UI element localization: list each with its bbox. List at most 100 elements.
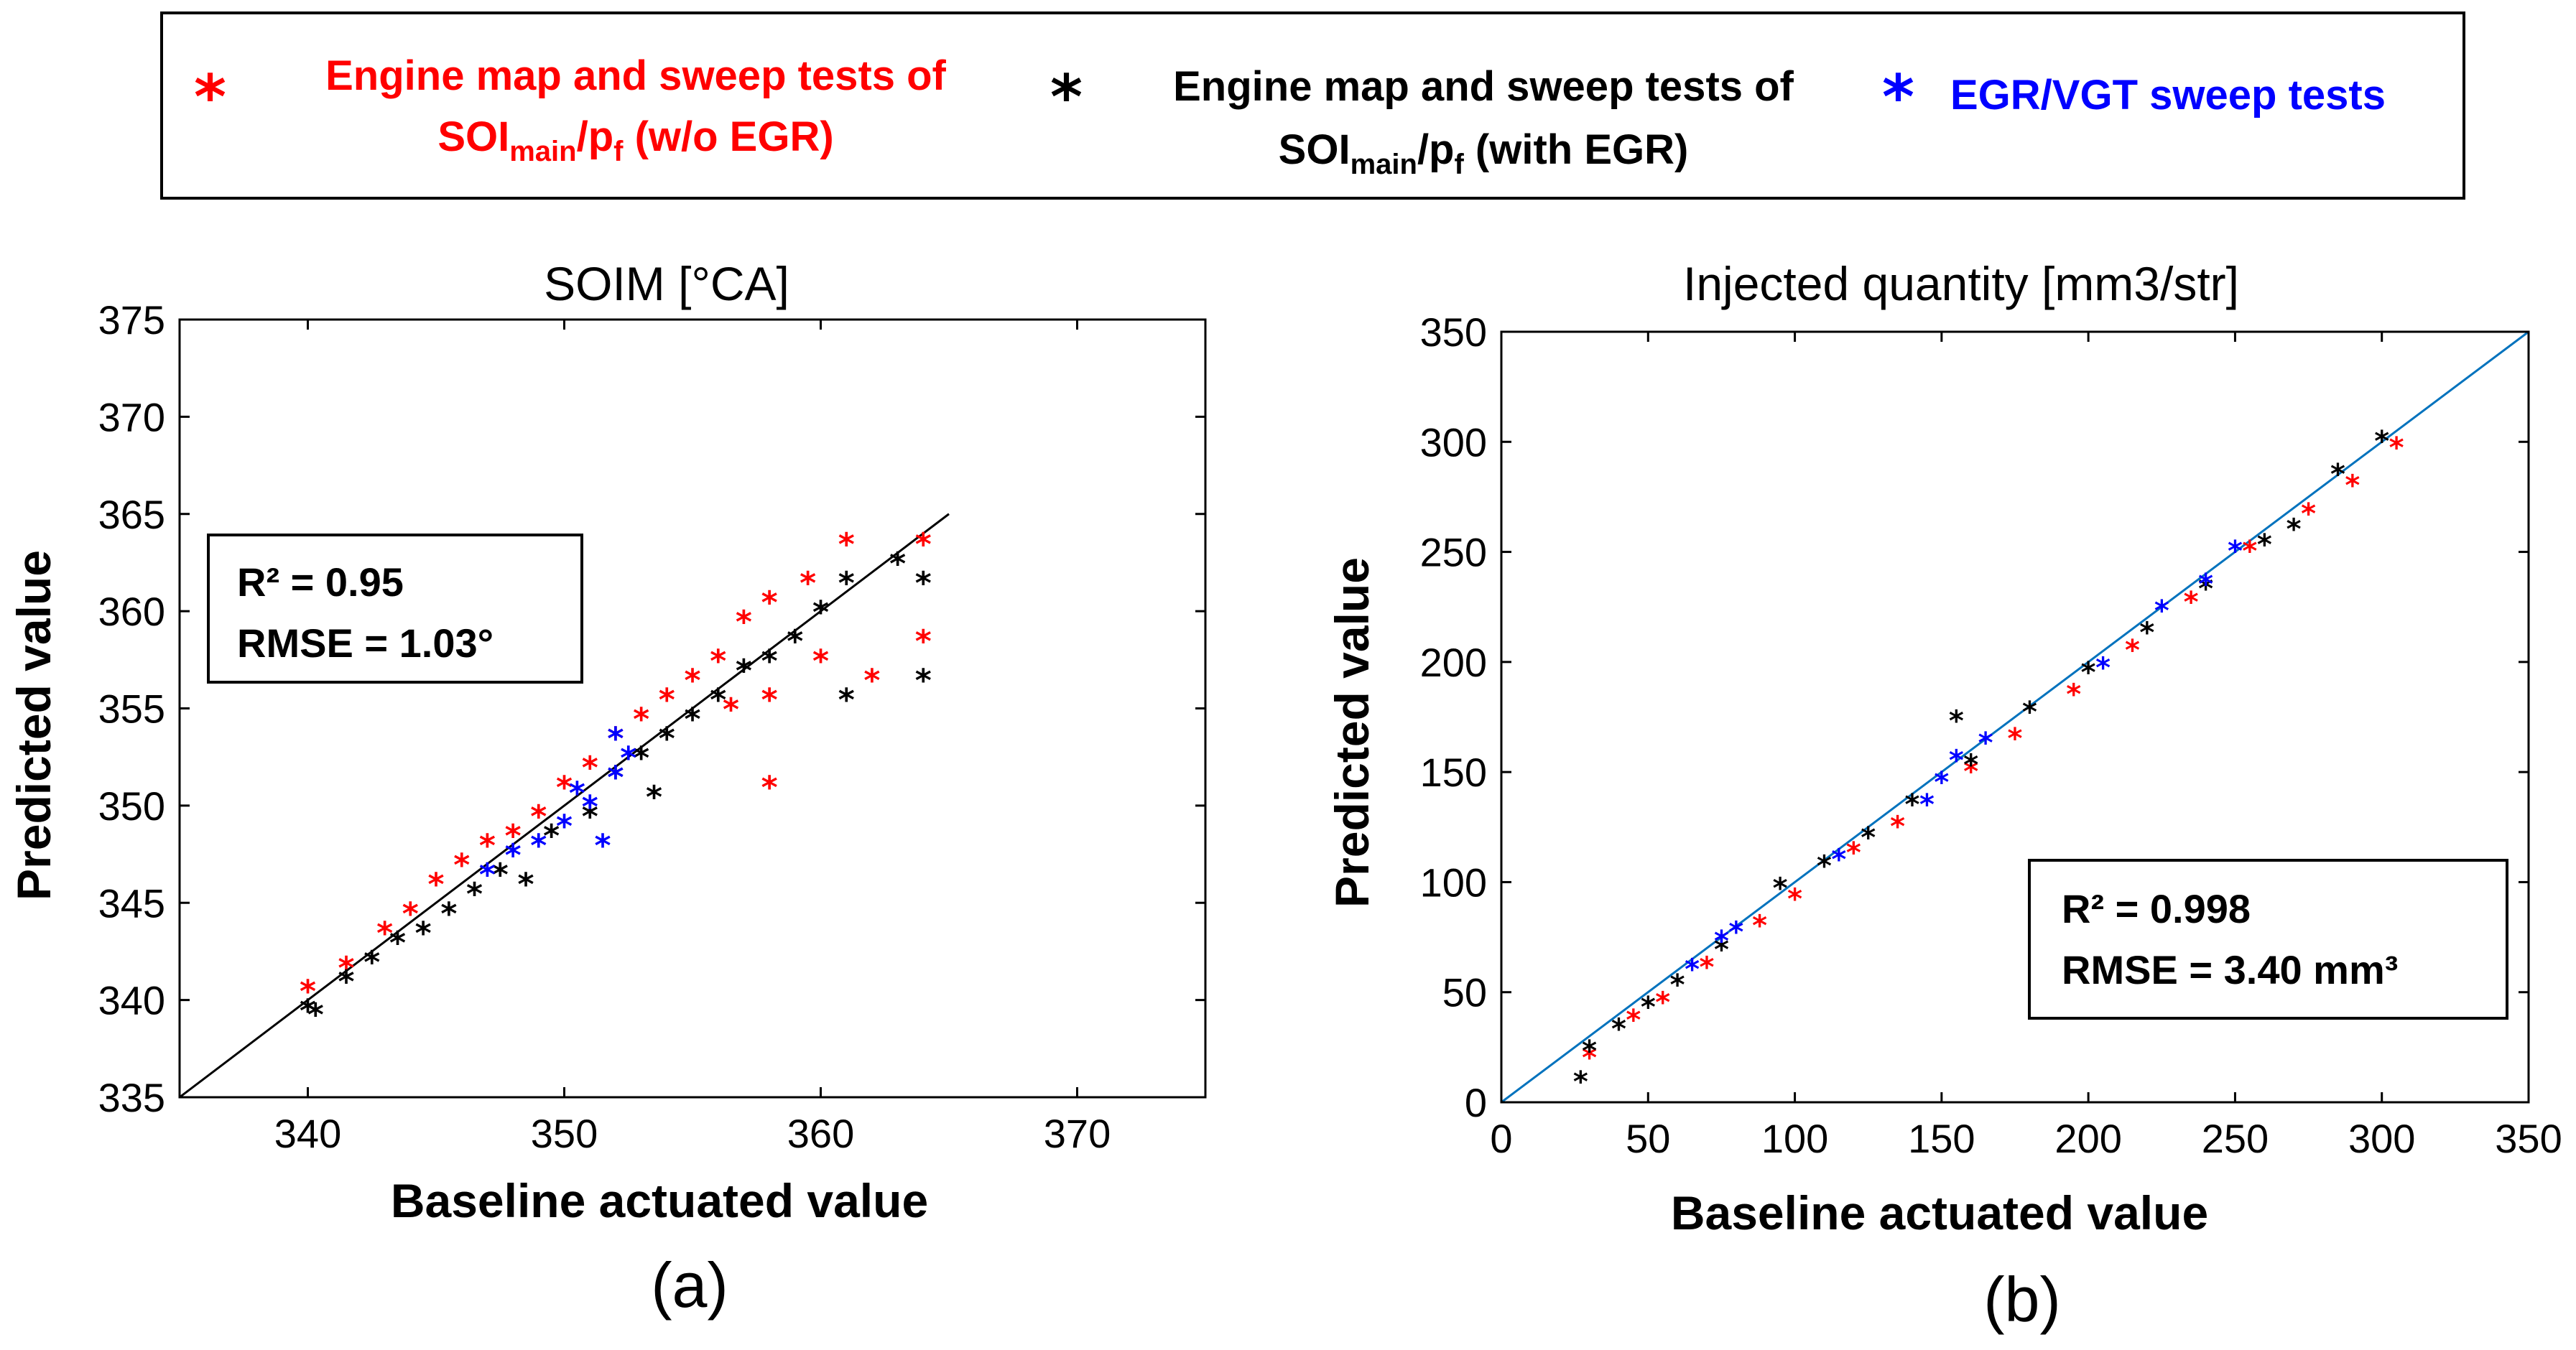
chart-a-point-s0-11: *: [607, 721, 624, 758]
chart-b-point-s2-8: *: [2095, 652, 2111, 685]
chart-a-fit-line: [179, 513, 950, 1099]
chart-b-title: Injected quantity [mm3/str]: [1683, 257, 2239, 310]
chart-a-point-s0-25: *: [812, 643, 829, 679]
chart-b-ytick-label-4: 200: [1420, 640, 1487, 685]
chart-b-point-s0-5: *: [1787, 883, 1802, 916]
chart-b-point-s2-3: *: [1831, 843, 1846, 876]
chart-a-point-s1-5: *: [415, 915, 432, 951]
legend-marker-blue: *: [1882, 62, 1914, 134]
chart-a-point-s1-0: *: [300, 993, 316, 1030]
chart-a-point-s1-26: *: [646, 779, 662, 816]
chart-b-ylabel: Predicted value: [1325, 557, 1379, 908]
chart-a-point-s0-4: *: [427, 867, 444, 903]
chart-a-point-s1-1: *: [307, 997, 324, 1033]
chart-a-point-s0-26: *: [723, 692, 739, 728]
chart-a-point-s1-9: *: [517, 867, 534, 903]
chart-b-point-s0-12: *: [2184, 586, 2199, 619]
chart-a-point-s1-15: *: [684, 702, 700, 738]
chart-b-plot-area: ********************************** ***** *…: [1420, 309, 2562, 1161]
chart-a-series-0: ******* ********************: [300, 526, 932, 1010]
chart-b-ytick-label-5: 250: [1420, 530, 1487, 575]
chart-b-panel-tag: (b): [1983, 1264, 2061, 1335]
chart-a-point-s0-5: *: [453, 847, 470, 884]
chart-b-point-s0-3: *: [1700, 951, 1715, 984]
chart-a-point-s1-2: *: [338, 964, 355, 1000]
chart-b-point-s1-1: *: [1582, 1035, 1597, 1068]
chart-b-point-s0-9: *: [2008, 722, 2023, 755]
chart-b-xlabel: Baseline actuated value: [1671, 1186, 2208, 1239]
chart-b-point-s0-11: *: [2125, 634, 2140, 667]
chart-a-ytick-label-8: 375: [98, 297, 165, 343]
chart-b-point-s1-13: *: [2081, 656, 2096, 689]
chart-a-point-s0-16: *: [736, 604, 752, 641]
chart-a-point-s0-14: *: [684, 662, 700, 699]
chart-a-point-s0-24: *: [915, 623, 932, 660]
chart-b-fit-line: [1501, 330, 2529, 1104]
chart-b-series-1: ***************** ***: [1573, 425, 2389, 1099]
chart-b-point-s1-16: *: [2257, 529, 2272, 562]
chart-a-series-2: ** ********: [479, 721, 636, 894]
legend-item-black: * Engine map and sweep tests of SOImain/…: [1050, 62, 1794, 180]
legend: * Engine map and sweep tests of SOImain/…: [160, 11, 2465, 200]
chart-b-xtick-label-6: 300: [2348, 1116, 2415, 1161]
chart-a-point-s1-17: *: [736, 653, 752, 689]
chart-a-point-s1-14: *: [659, 721, 675, 758]
chart-a-stats-frame: [207, 534, 583, 684]
chart-a-point-s0-10: *: [582, 750, 598, 786]
chart-a-title: SOIM [°CA]: [544, 257, 789, 310]
chart-b-point-s1-17: *: [2287, 513, 2302, 546]
chart-a-point-s2-3: *: [556, 808, 573, 844]
chart-b-point-s0-13: *: [2242, 535, 2257, 568]
chart-b-point-s0-0: *: [1582, 1041, 1597, 1074]
chart-a-point-s0-22: *: [863, 662, 880, 699]
chart-b-point-s0-14: *: [2301, 498, 2316, 531]
chart-b-ytick-label-2: 100: [1420, 860, 1487, 905]
legend-label-red-line2: SOImain/pf (w/o EGR): [437, 113, 833, 167]
chart-a-point-s1-7: *: [466, 876, 483, 913]
chart-a-panel-tag: (a): [651, 1249, 728, 1321]
chart-a-ylabel: Predicted value: [7, 550, 60, 900]
chart-a-point-s1-4: *: [389, 925, 406, 962]
chart-b-point-s0-16: *: [2389, 432, 2404, 465]
chart-b-ytick-label-7: 350: [1420, 309, 1487, 355]
chart-a-rmse: RMSE = 1.03°: [237, 620, 494, 666]
legend-item-blue: * EGR/VGT sweep tests: [1882, 62, 2386, 134]
chart-a-point-s1-10: *: [543, 818, 560, 855]
chart-b-point-s2-5: *: [1934, 766, 1949, 799]
chart-a-point-s1-23: *: [889, 546, 906, 582]
chart-b-point-s1-18: *: [2330, 458, 2345, 491]
chart-b-point-s0-6: *: [1846, 837, 1861, 870]
chart-a-ytick-label-5: 360: [98, 589, 165, 634]
chart-a-ytick-label-2: 345: [98, 880, 165, 926]
chart-b-xtick-label-0: 0: [1490, 1116, 1512, 1161]
chart-a-point-s0-0: *: [300, 974, 316, 1010]
chart-a-point-s2-0: *: [479, 857, 496, 893]
chart-b-point-s0-4: *: [1752, 909, 1767, 942]
chart-a-ytick-label-7: 370: [98, 394, 165, 439]
chart-a-point-s1-21: *: [838, 565, 855, 602]
chart-b-point-s1-2: *: [1611, 1013, 1626, 1046]
chart-a-point-s2-1: *: [505, 837, 522, 874]
chart-a-point-s1-8: *: [492, 857, 509, 893]
chart-b-xtick-label-5: 250: [2202, 1116, 2269, 1161]
chart-a-point-s0-23: *: [915, 526, 932, 563]
chart-a-xtick-label-3: 370: [1044, 1111, 1111, 1156]
chart-a-point-s2-4: *: [582, 788, 598, 825]
legend-label-blue: EGR/VGT sweep tests: [1950, 72, 2386, 118]
chart-a-ytick-label-0: 335: [98, 1075, 165, 1120]
chart-a-point-s2-5: *: [595, 827, 611, 864]
chart-b-r2: R² = 0.998: [2062, 886, 2251, 931]
chart-b-point-s2-9: *: [2154, 595, 2169, 628]
chart-b-point-s0-8: *: [1963, 755, 1978, 788]
chart-a-point-s1-6: *: [440, 895, 457, 932]
chart-b-xtick-label-7: 350: [2495, 1116, 2562, 1161]
chart-b-xtick-label-2: 100: [1761, 1116, 1828, 1161]
chart-b-point-s0-15: *: [2345, 469, 2360, 502]
chart-a-point-s0-19: *: [761, 769, 778, 806]
chart-a-point-s0-1: *: [338, 950, 355, 987]
legend-marker-red: *: [194, 62, 226, 134]
chart-b-point-s0-7: *: [1890, 810, 1905, 843]
chart-b-point-s2-2: *: [1728, 916, 1743, 949]
chart-b-point-s1-7: *: [1817, 850, 1832, 883]
